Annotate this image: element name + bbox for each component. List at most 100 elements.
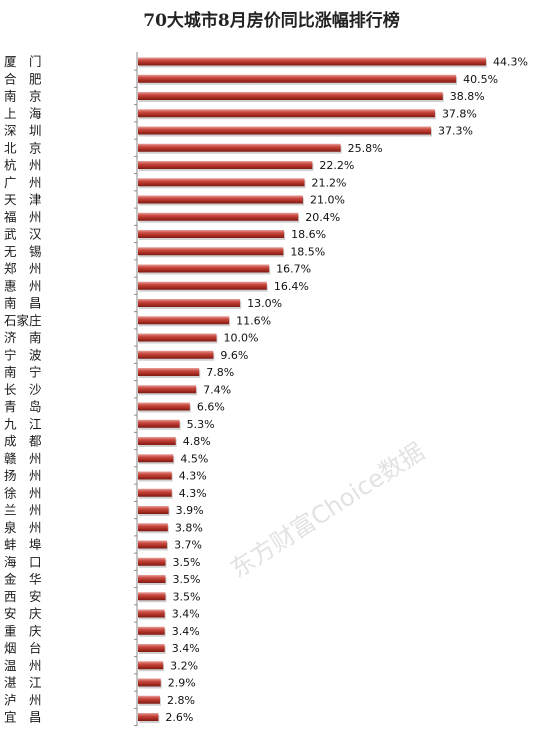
bar bbox=[138, 626, 165, 635]
bar bbox=[138, 471, 172, 480]
category-label: 海 口 bbox=[4, 554, 42, 569]
category-label: 上 海 bbox=[4, 106, 42, 121]
value-label: 4.5% bbox=[180, 452, 208, 465]
value-label: 21.0% bbox=[310, 194, 345, 207]
value-label: 6.6% bbox=[197, 401, 225, 414]
category-label: 厦 门 bbox=[4, 54, 42, 69]
category-label: 福 州 bbox=[4, 209, 42, 224]
value-label: 37.8% bbox=[442, 107, 477, 120]
category-label: 武 汉 bbox=[4, 227, 42, 242]
bar bbox=[138, 592, 166, 601]
value-label: 44.3% bbox=[493, 56, 528, 69]
value-label: 16.7% bbox=[276, 263, 311, 276]
bar bbox=[138, 57, 486, 66]
category-label: 赣 州 bbox=[4, 451, 42, 466]
bar bbox=[138, 385, 197, 394]
value-label: 4.3% bbox=[179, 487, 207, 500]
bars-layer: 厦 门 44.3% 合 肥 40.5% 南 京 38.8% 上 海 37.8% 深 圳 37.3%… bbox=[4, 54, 528, 727]
category-label: 惠 州 bbox=[4, 278, 42, 293]
bar bbox=[138, 126, 432, 135]
category-label: 郑 州 bbox=[4, 261, 42, 276]
category-label: 宜 昌 bbox=[4, 710, 42, 725]
value-label: 3.4% bbox=[172, 608, 200, 621]
category-label: 南 宁 bbox=[4, 365, 42, 380]
category-label: 南 京 bbox=[4, 89, 42, 104]
bar bbox=[138, 575, 166, 583]
category-label: 九 江 bbox=[4, 416, 42, 431]
bar bbox=[138, 299, 241, 307]
bar bbox=[138, 264, 270, 273]
category-label: 金 华 bbox=[4, 572, 42, 587]
bar bbox=[138, 109, 435, 118]
bar bbox=[138, 506, 169, 514]
bar bbox=[138, 540, 168, 549]
value-label: 40.5% bbox=[463, 73, 498, 86]
category-label: 济 南 bbox=[4, 330, 42, 345]
bar bbox=[138, 419, 180, 428]
category-label: 北 京 bbox=[4, 140, 42, 155]
value-label: 38.8% bbox=[450, 90, 485, 103]
value-label: 22.2% bbox=[319, 159, 354, 172]
bar bbox=[138, 92, 443, 100]
bar bbox=[138, 212, 299, 221]
category-label: 蚌 埠 bbox=[4, 537, 42, 552]
category-label: 泉 州 bbox=[4, 520, 42, 535]
category-label: 合 肥 bbox=[4, 71, 42, 86]
category-label: 南 昌 bbox=[4, 296, 42, 311]
bar bbox=[138, 368, 200, 376]
bar bbox=[138, 143, 341, 152]
value-label: 11.6% bbox=[236, 314, 271, 327]
value-label: 20.4% bbox=[305, 211, 340, 224]
value-label: 3.2% bbox=[170, 659, 198, 672]
category-label: 无 锡 bbox=[4, 244, 42, 259]
category-label: 成 都 bbox=[4, 434, 42, 449]
category-label: 石家庄 bbox=[4, 313, 42, 328]
bar bbox=[138, 402, 190, 411]
value-label: 37.3% bbox=[438, 125, 473, 138]
value-label: 3.9% bbox=[176, 504, 204, 517]
bar bbox=[138, 488, 172, 497]
category-label: 深 圳 bbox=[4, 123, 42, 138]
bar bbox=[138, 713, 159, 721]
value-label: 2.9% bbox=[168, 677, 196, 690]
category-label: 泸 州 bbox=[4, 692, 42, 707]
category-label: 温 州 bbox=[4, 658, 42, 673]
category-label: 天 津 bbox=[4, 192, 42, 207]
value-label: 4.8% bbox=[183, 435, 211, 448]
bar bbox=[138, 230, 285, 238]
value-label: 16.4% bbox=[274, 280, 309, 293]
bar bbox=[138, 454, 174, 463]
value-label: 2.8% bbox=[167, 694, 195, 707]
bar bbox=[138, 281, 267, 290]
bar bbox=[138, 178, 305, 187]
bar bbox=[138, 350, 214, 359]
category-label: 杭 州 bbox=[4, 158, 42, 173]
value-label: 3.5% bbox=[172, 590, 200, 603]
value-label: 21.2% bbox=[312, 176, 347, 189]
value-label: 3.4% bbox=[172, 625, 200, 638]
category-label: 湛 江 bbox=[4, 675, 42, 690]
category-label: 安 庆 bbox=[4, 606, 42, 621]
bar bbox=[138, 195, 303, 204]
bar bbox=[138, 316, 230, 325]
category-label: 宁 波 bbox=[4, 347, 42, 362]
category-label: 扬 州 bbox=[4, 468, 42, 483]
chart-title: 70大城市8月房价同比涨幅排行榜 bbox=[143, 11, 400, 31]
bar bbox=[138, 557, 166, 566]
category-label: 青 岛 bbox=[4, 399, 42, 414]
category-label: 烟 台 bbox=[4, 641, 42, 656]
value-label: 10.0% bbox=[224, 332, 259, 345]
category-label: 重 庆 bbox=[4, 623, 42, 638]
value-label: 3.4% bbox=[172, 642, 200, 655]
value-label: 3.5% bbox=[172, 556, 200, 569]
category-label: 兰 州 bbox=[4, 503, 42, 518]
category-label: 西 安 bbox=[4, 589, 42, 604]
value-label: 18.5% bbox=[290, 245, 325, 258]
value-label: 25.8% bbox=[348, 142, 383, 155]
category-label: 长 沙 bbox=[4, 382, 42, 397]
value-label: 7.4% bbox=[203, 383, 231, 396]
category-label: 徐 州 bbox=[4, 485, 42, 500]
bar bbox=[138, 74, 457, 83]
bar bbox=[138, 695, 160, 704]
